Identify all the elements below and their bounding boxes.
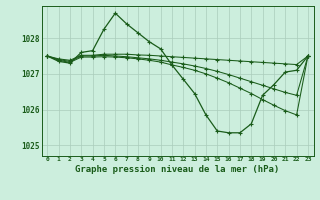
X-axis label: Graphe pression niveau de la mer (hPa): Graphe pression niveau de la mer (hPa): [76, 165, 280, 174]
